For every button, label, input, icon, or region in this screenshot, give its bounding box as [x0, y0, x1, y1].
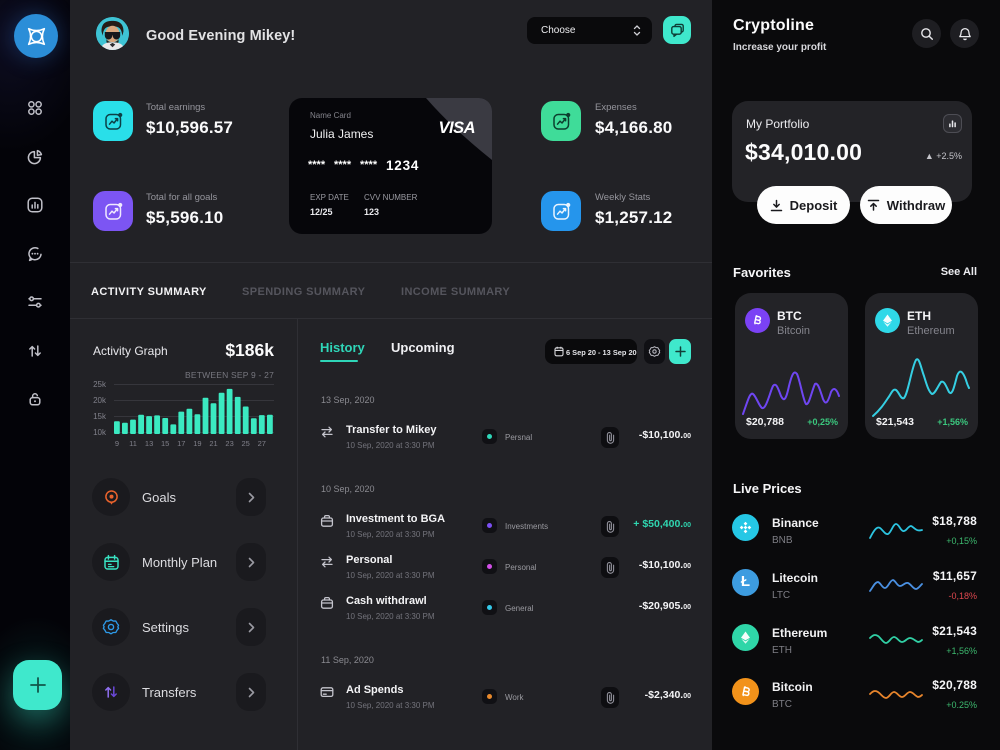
svg-text:25: 25	[242, 439, 250, 448]
svg-text:20k: 20k	[93, 396, 107, 405]
svg-text:10k: 10k	[93, 428, 107, 437]
svg-text:27: 27	[258, 439, 266, 448]
svg-text:19: 19	[193, 439, 201, 448]
svg-text:25k: 25k	[93, 380, 107, 389]
svg-text:21: 21	[209, 439, 217, 448]
svg-text:9: 9	[115, 439, 119, 448]
svg-text:13: 13	[145, 439, 153, 448]
svg-text:15k: 15k	[93, 412, 107, 421]
svg-text:11: 11	[129, 439, 137, 448]
svg-text:15: 15	[161, 439, 169, 448]
svg-text:17: 17	[177, 439, 185, 448]
svg-text:23: 23	[225, 439, 233, 448]
